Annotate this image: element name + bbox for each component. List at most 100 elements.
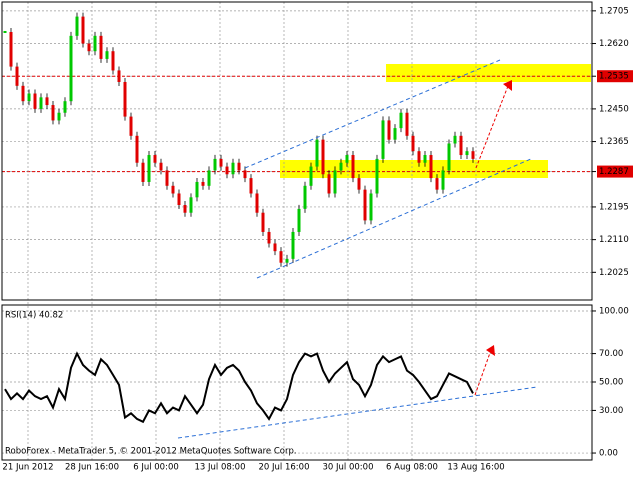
candle [159,162,163,171]
candle [381,120,385,159]
candle [75,16,79,36]
y-tick-label: 1.2705 [599,6,629,16]
candle [225,166,229,175]
candle [399,112,403,129]
x-tick-label: 6 Aug 08:00 [386,463,438,473]
candle [165,170,169,186]
candle [105,51,109,59]
candle [51,105,55,121]
y-tick-label: 50.00 [599,378,623,388]
y-tick-label: 100.00 [599,306,629,316]
x-tick-label: 21 Jun 2012 [2,463,53,473]
candle [387,120,391,140]
candle [87,43,91,52]
candle [357,178,361,190]
arrow-head [486,345,495,356]
rsi-title: RSI(14) 40.82 [5,311,63,321]
resistance-zone [386,64,591,82]
y-tick-label: 70.00 [599,349,623,359]
candle [201,181,205,186]
candle [369,193,373,221]
y-tick-label: 1.2365 [599,137,629,147]
candle [261,212,265,232]
candle [279,251,283,263]
candle [393,128,397,140]
candle [459,135,463,156]
candle [15,66,19,86]
candle [171,185,175,194]
candle [189,197,193,213]
candle [315,139,319,167]
candle [21,85,25,102]
candle [183,205,187,213]
candle [405,112,409,136]
y-tick-label: 1.2195 [599,202,629,212]
candle [111,51,115,71]
x-tick-label: 30 Jul 00:00 [323,463,374,473]
level-label-bg [597,165,633,178]
candle [3,30,7,33]
candle [231,162,235,175]
candle [273,243,277,252]
candle [429,155,433,179]
candle [465,151,469,156]
candle [411,135,415,152]
candle [375,158,379,194]
candle [255,193,259,213]
candle [207,170,211,186]
candle [27,93,31,102]
candle [129,116,133,136]
candle [363,189,367,221]
candle [339,162,343,171]
candle [435,178,439,190]
candle [45,97,49,106]
candle [309,166,313,186]
candle [471,151,475,159]
candle [9,31,13,67]
candle [321,139,325,175]
x-tick-label: 28 Jun 16:00 [65,463,119,473]
x-tick-label: 20 Jul 16:00 [259,463,310,473]
y-tick-label: 0.00 [599,449,618,459]
candle [57,112,61,121]
candle [249,178,253,194]
candle [423,155,427,163]
candle [141,162,145,182]
x-tick-label: 13 Aug 16:00 [447,463,504,473]
candle [447,143,451,171]
candle [93,35,97,52]
y-tick-label: 1.2110 [599,235,629,245]
candle [291,231,295,259]
candle [243,170,247,179]
candle [285,258,289,263]
candle [177,193,181,206]
candle [99,35,103,59]
rsi-forecast-arrow [474,349,492,396]
candle [153,155,157,163]
candle [237,162,241,171]
candle [327,174,331,194]
candle [297,208,301,232]
y-tick-label: 1.2620 [599,39,629,49]
x-tick-label: 6 Jul 00:00 [133,463,179,473]
footer: RoboForex - MetaTrader 5, © 2001-2012 Me… [5,447,297,457]
candle [69,35,73,102]
y-tick-label: 1.2450 [599,104,629,114]
y-tick-label: 1.2025 [599,268,629,278]
candle [147,155,151,182]
rsi-trendline [177,386,538,439]
candle [135,135,139,163]
candle [417,151,421,163]
arrow-head [503,80,512,91]
candle [213,158,217,171]
y-tick-label: 30.00 [599,406,623,416]
candle [441,170,445,190]
candle [63,101,67,113]
candle [195,181,199,198]
channel-lower [256,157,534,279]
x-tick-label: 13 Jul 08:00 [195,463,246,473]
candle [351,155,355,179]
candle [345,155,349,163]
candle [33,93,37,109]
candle [117,70,121,82]
